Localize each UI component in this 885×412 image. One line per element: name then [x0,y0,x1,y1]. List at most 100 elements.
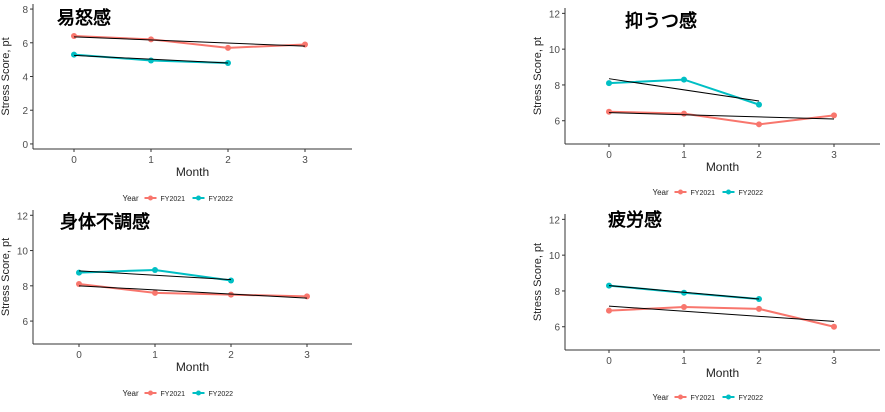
legend-title: Year [653,393,670,402]
data-point [681,110,687,117]
legend-key-point [726,394,731,400]
x-tick-label: 2 [756,150,762,161]
data-point [71,51,77,58]
x-axis-title: Month [706,160,739,174]
legend-label: FY2022 [739,395,764,402]
y-tick-label: 6 [554,117,560,128]
series-line-fy2021 [608,110,835,126]
y-axis-title: Stress Score, pt [0,238,12,316]
legend-title: Year [653,188,670,197]
legend-key-point [726,189,731,195]
chart-title: 疲労感 [608,209,662,231]
trend-line-fy2022 [608,285,760,300]
x-tick-label: 3 [831,150,837,161]
y-tick-label: 10 [549,251,561,262]
y-tick-label: 10 [549,45,561,56]
legend-label: FY2022 [209,196,234,203]
y-tick-label: 8 [554,81,560,92]
y-tick-label: 6 [554,323,560,334]
chart-panel-1: 0 2 4 6 8 0 1 2 3 Month Stress Score, pt 易怒感 Year FY2… [0,4,352,203]
y-axis-title: Stress Score, pt [0,37,12,115]
data-point [831,112,837,119]
x-tick-label: 0 [71,155,77,166]
series-line-fy2021 [73,35,306,49]
legend-key-point [196,390,201,396]
trend-line-fy2021 [608,305,835,322]
x-tick-label: 2 [228,350,234,361]
y-tick-label: 8 [554,287,560,298]
legend-label: FY2022 [739,190,764,197]
data-point [756,101,762,108]
chart-title: 身体不調感 [60,211,150,233]
legend-key-point [678,189,683,195]
x-tick-label: 0 [606,150,612,161]
y-tick-label: 2 [22,106,28,117]
y-tick-label: 10 [17,247,29,258]
y-tick-label: 12 [17,211,29,222]
legend-key-point [678,394,683,400]
legend-label: FY2021 [691,395,716,402]
x-tick-label: 1 [152,350,158,361]
data-point [756,121,762,128]
y-tick-label: 6 [22,317,28,328]
data-point [152,289,158,296]
data-point [71,33,77,40]
legend: Year FY2021 FY2022 [653,188,764,197]
x-tick-label: 1 [148,155,154,166]
data-point [228,277,234,284]
series-line-fy2022 [608,78,760,106]
chart-title: 易怒感 [57,7,111,29]
legend: Year FY2021 FY2022 [653,393,764,402]
x-tick-label: 2 [756,356,762,367]
trend-line-fy2022 [73,54,229,64]
x-tick-label: 3 [831,356,837,367]
legend-key-point [196,195,201,201]
y-axis-title: Stress Score, pt [532,37,544,115]
chart-title: 抑うつ感 [625,10,697,32]
series-line-fy2021 [78,283,308,298]
x-tick-label: 0 [76,350,82,361]
data-point [148,57,154,64]
legend: Year FY2021 FY2022 [123,389,234,398]
legend-label: FY2021 [161,196,186,203]
data-point [225,44,231,51]
trend-line-fy2021 [78,285,308,299]
data-point [831,323,837,330]
y-tick-label: 0 [22,140,28,151]
legend-title: Year [123,194,140,203]
x-tick-label: 1 [681,150,687,161]
trend-line-fy2022 [78,270,232,281]
data-point [681,304,687,311]
trend-line-fy2022 [608,78,760,102]
trend-line-fy2021 [608,112,835,120]
data-point [606,80,612,87]
y-tick-label: 12 [549,9,561,20]
legend-title: Year [123,389,140,398]
legend-key-point [148,390,153,396]
y-tick-label: 6 [22,39,28,50]
x-axis-title: Month [176,165,209,179]
data-point [228,291,234,298]
y-tick-label: 8 [22,282,28,293]
x-tick-label: 3 [302,155,308,166]
x-tick-label: 1 [681,356,687,367]
data-point [606,307,612,314]
y-tick-label: 8 [22,5,28,16]
trend-line-fy2021 [73,36,306,47]
x-tick-label: 3 [304,350,310,361]
y-axis-title: Stress Score, pt [532,243,544,321]
legend-label: FY2021 [691,190,716,197]
legend: Year FY2021 FY2022 [123,194,234,203]
data-point [756,305,762,312]
x-tick-label: 2 [225,155,231,166]
legend-key-point [148,195,153,201]
data-point [681,76,687,83]
data-point [152,266,158,273]
x-axis-title: Month [176,360,209,374]
y-tick-label: 12 [549,215,561,226]
x-tick-label: 0 [606,356,612,367]
